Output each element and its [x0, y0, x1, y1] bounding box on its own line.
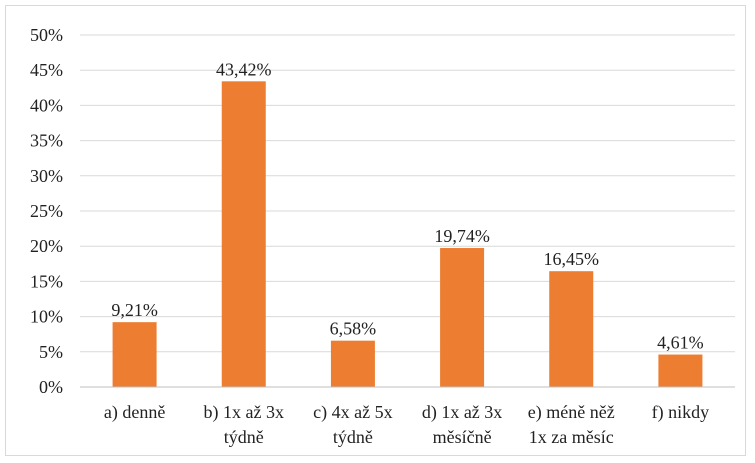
bar [221, 81, 266, 388]
y-tick-label: 40% [30, 95, 63, 115]
data-label: 6,58% [330, 319, 377, 339]
y-tick-label: 15% [30, 271, 63, 291]
x-tick-label: 1x za měsíc [529, 427, 614, 447]
y-tick-label: 10% [30, 307, 63, 327]
x-tick-label: týdně [333, 427, 373, 447]
x-tick-label: c) 4x až 5x [313, 402, 392, 423]
y-tick-label: 45% [30, 60, 63, 80]
data-label: 19,74% [434, 226, 490, 246]
data-label: 9,21% [111, 300, 158, 320]
bar [440, 248, 485, 387]
y-tick-label: 5% [39, 342, 63, 362]
data-label: 43,42% [216, 59, 272, 79]
data-label: 16,45% [544, 249, 600, 269]
y-tick-label: 0% [39, 377, 63, 397]
x-tick-label: a) denně [104, 402, 165, 423]
bar [112, 322, 157, 387]
x-tick-label: týdně [224, 427, 264, 447]
y-tick-label: 25% [30, 201, 63, 221]
y-tick-label: 20% [30, 236, 63, 256]
bar [330, 340, 375, 387]
bar [549, 271, 594, 387]
x-tick-label: měsíčně [433, 427, 492, 447]
x-tick-label: b) 1x až 3x [204, 402, 284, 423]
bar [658, 354, 703, 387]
x-tick-label: d) 1x až 3x [422, 402, 502, 423]
y-tick-label: 50% [30, 25, 63, 45]
y-tick-label: 35% [30, 131, 63, 151]
y-tick-label: 30% [30, 166, 63, 186]
x-tick-label: f) nikdy [652, 402, 710, 423]
x-tick-label: e) méně něž [528, 402, 615, 423]
data-label: 4,61% [657, 333, 704, 353]
